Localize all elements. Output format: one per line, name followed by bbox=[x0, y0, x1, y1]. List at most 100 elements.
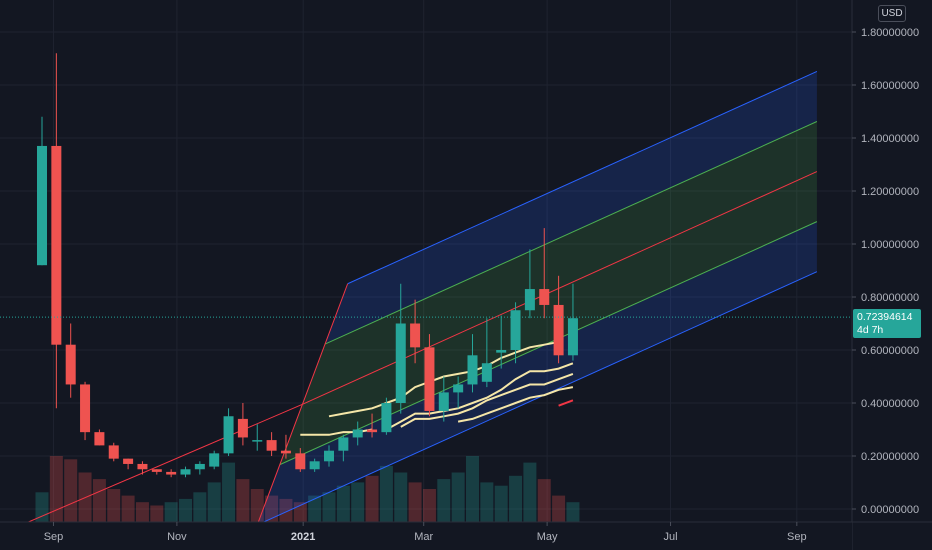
volume-bar bbox=[92, 479, 106, 522]
pitchfork-drawing[interactable] bbox=[0, 70, 818, 540]
time-tick-label: Mar bbox=[414, 531, 433, 543]
currency-button[interactable]: USD bbox=[878, 5, 906, 22]
volume-bar bbox=[250, 489, 264, 522]
candle-body bbox=[151, 469, 162, 472]
volume-bar bbox=[523, 462, 537, 522]
time-tick-label: Sep bbox=[44, 531, 64, 543]
candle-body bbox=[123, 458, 134, 464]
ma-line bbox=[400, 372, 574, 428]
volume-bar bbox=[193, 492, 207, 522]
volume-bar bbox=[566, 502, 580, 522]
pitchfork-band-fill bbox=[279, 171, 817, 465]
volume-bar bbox=[480, 482, 494, 522]
candle-body bbox=[481, 363, 492, 382]
candle-body bbox=[295, 453, 306, 470]
candle-body bbox=[424, 347, 435, 411]
time-axis-bg bbox=[0, 522, 852, 550]
volume-bar bbox=[394, 472, 408, 522]
price-tick-label: 1.20000000 bbox=[861, 186, 919, 198]
candle-body bbox=[223, 416, 234, 454]
volume-bar bbox=[35, 492, 49, 522]
candle-body bbox=[496, 350, 507, 353]
volume-bar bbox=[64, 459, 78, 522]
volume-bar bbox=[121, 495, 135, 522]
volume-bar bbox=[207, 482, 221, 522]
price-axis[interactable]: 1.80000000 1.60000000 1.40000000 1.20000000… bbox=[851, 0, 932, 550]
time-tick-label: Sep bbox=[787, 531, 807, 543]
candle-body bbox=[367, 429, 378, 433]
time-axis[interactable]: Sep Nov 2021 Mar May Jul Sep bbox=[0, 521, 932, 550]
candle-body bbox=[108, 445, 119, 459]
red-marker bbox=[558, 399, 574, 407]
candle-body bbox=[539, 289, 550, 305]
candle-body bbox=[467, 355, 478, 385]
candle-body bbox=[209, 453, 220, 467]
volume-bar bbox=[422, 489, 436, 522]
time-tick-label: Jul bbox=[663, 531, 677, 543]
volume-bar bbox=[552, 495, 566, 522]
pitchfork-band-fill bbox=[302, 121, 817, 405]
candle-body bbox=[51, 145, 62, 345]
volume-bar bbox=[336, 485, 350, 522]
candle-body bbox=[137, 463, 148, 470]
volume-bar bbox=[135, 502, 149, 522]
candle-body bbox=[453, 384, 464, 393]
candle-body bbox=[567, 318, 578, 356]
candle-body bbox=[524, 289, 535, 311]
volume-bar bbox=[279, 498, 293, 522]
volume-bar bbox=[466, 456, 479, 522]
volume-bar bbox=[537, 479, 551, 522]
time-tick-label: May bbox=[537, 531, 558, 543]
volume-bar bbox=[164, 502, 178, 522]
candle-body bbox=[266, 440, 277, 451]
volume-bar bbox=[322, 492, 336, 522]
pitchfork-band-fill bbox=[257, 221, 817, 525]
price-tick-label: 1.60000000 bbox=[861, 80, 919, 92]
volume-bar bbox=[437, 479, 451, 522]
price-tick-label: 1.40000000 bbox=[861, 133, 919, 145]
pitchfork-band-fill bbox=[325, 71, 817, 345]
volume-bar bbox=[179, 498, 192, 522]
candle-body bbox=[237, 418, 248, 438]
candlesticks bbox=[37, 53, 578, 478]
volume-bar bbox=[451, 472, 465, 522]
volume-bar bbox=[408, 482, 422, 522]
volume-bar bbox=[107, 489, 121, 522]
volume-bar bbox=[265, 495, 279, 522]
price-tick-label: 0.00000000 bbox=[861, 504, 919, 516]
price-tick-label: 0.40000000 bbox=[861, 398, 919, 410]
candle-body bbox=[280, 450, 291, 454]
candle-body bbox=[395, 323, 406, 403]
price-tick-label: 1.80000000 bbox=[861, 27, 919, 39]
candle-body bbox=[410, 323, 421, 348]
candle-body bbox=[80, 384, 91, 433]
bar-countdown: 4d 7h bbox=[857, 324, 884, 337]
price-tick-label: 1.00000000 bbox=[861, 239, 919, 251]
time-tick-label: Nov bbox=[167, 531, 187, 543]
candle-body bbox=[309, 461, 320, 470]
ma-line bbox=[457, 386, 574, 423]
pitchfork-line bbox=[302, 171, 818, 405]
candle-body bbox=[438, 392, 449, 411]
price-axis-bg bbox=[852, 0, 932, 550]
pitchfork-line bbox=[324, 121, 818, 345]
last-price-value: 0.72394614 bbox=[857, 311, 913, 324]
last-price-label: 0.72394614 4d 7h bbox=[853, 309, 921, 339]
candle-body bbox=[338, 437, 349, 451]
candle-body bbox=[252, 440, 263, 442]
volume-bar bbox=[509, 475, 523, 522]
candle-body bbox=[194, 463, 205, 470]
volume-bar bbox=[494, 485, 508, 522]
candle-body bbox=[37, 145, 47, 266]
candle-body bbox=[381, 403, 392, 433]
candle-body bbox=[553, 304, 564, 356]
pitchfork-line bbox=[257, 271, 818, 526]
volume-bar bbox=[222, 462, 236, 522]
volume-bar bbox=[150, 505, 164, 522]
volume-bar bbox=[236, 479, 250, 522]
volume-bar bbox=[351, 482, 365, 522]
volume-bar bbox=[379, 465, 393, 522]
pitchfork-line bbox=[347, 70, 818, 285]
candle-body bbox=[324, 450, 334, 462]
